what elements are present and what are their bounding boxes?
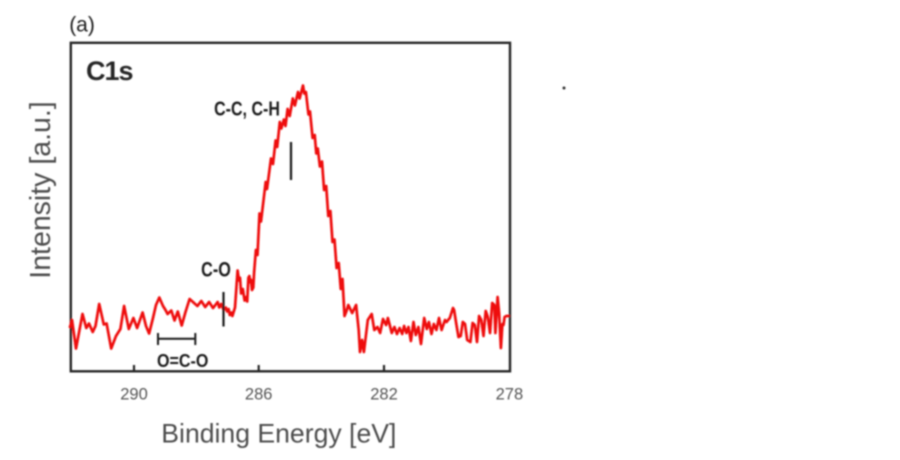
svg-text:(a): (a) [69,14,95,37]
svg-text:278: 278 [496,385,524,403]
svg-text:286: 286 [245,385,273,403]
svg-text:C-O: C-O [201,257,231,281]
svg-text:C-C, C-H: C-C, C-H [214,98,280,120]
svg-text:282: 282 [370,385,398,403]
svg-text:Intensity [a.u.]: Intensity [a.u.] [25,101,57,278]
svg-text:O=C-O: O=C-O [157,350,208,371]
svg-text:C1s: C1s [86,56,133,86]
svg-text:Binding Energy [eV]: Binding Energy [eV] [161,419,396,449]
svg-text:290: 290 [120,385,148,403]
